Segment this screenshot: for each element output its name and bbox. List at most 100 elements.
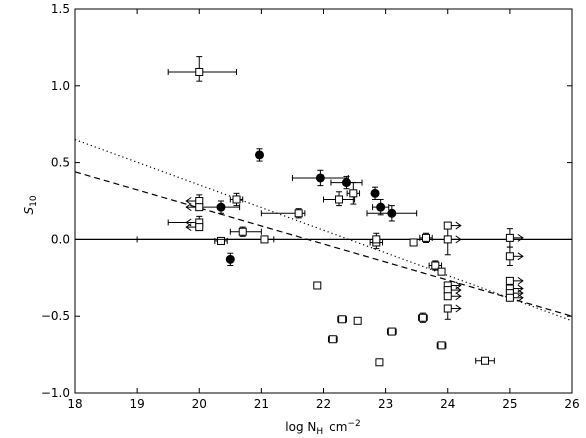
square-point (229, 226, 262, 237)
limit-arrow-head (185, 223, 192, 232)
circle-point (291, 169, 349, 187)
square-point (260, 208, 306, 219)
square-point (505, 228, 524, 248)
square-point (386, 327, 397, 336)
data-points (136, 56, 524, 367)
square-point (353, 316, 362, 325)
x-tick-label: 18 (67, 397, 82, 411)
square-marker (505, 276, 514, 285)
square-marker (387, 327, 396, 336)
square-point (372, 235, 381, 244)
x-tick-label: 19 (129, 397, 144, 411)
square-marker (216, 236, 225, 245)
x-tick-label: 20 (192, 397, 207, 411)
square-point (418, 312, 428, 323)
square-point (313, 281, 322, 290)
square-marker (260, 235, 269, 244)
square-point (327, 335, 338, 344)
trend-lines (75, 138, 572, 322)
circle-marker (225, 254, 235, 264)
limit-arrow-head (455, 304, 462, 313)
square-point (229, 192, 244, 207)
square-point (136, 235, 275, 244)
square-marker (328, 335, 337, 344)
circle-point (372, 198, 390, 216)
square-point (375, 358, 384, 367)
x-tick-label: 21 (254, 397, 269, 411)
y-tick-label: 0.0 (51, 232, 70, 246)
square-point (443, 235, 462, 244)
x-tick-label: 23 (378, 397, 393, 411)
square-marker (443, 292, 452, 301)
x-tick-label: 22 (316, 397, 331, 411)
square-point (505, 276, 524, 285)
x-tick-label: 24 (440, 397, 455, 411)
circle-point (366, 205, 418, 222)
circle-marker (255, 150, 265, 160)
square-marker (195, 223, 204, 232)
square-point (337, 315, 347, 324)
x-tick-label: 25 (502, 397, 517, 411)
dotted-trend-line (75, 138, 572, 322)
square-point (185, 223, 204, 232)
square-marker (505, 252, 514, 261)
square-marker (335, 195, 344, 204)
square-point (409, 238, 418, 247)
square-point (185, 203, 204, 212)
square-point (443, 304, 462, 320)
square-marker (195, 67, 204, 76)
circle-marker (216, 202, 226, 212)
dashed-trend-line (75, 171, 572, 317)
square-marker (437, 267, 446, 276)
square-point (167, 56, 238, 82)
square-marker (349, 189, 358, 198)
y-axis-label: S10 (22, 195, 39, 214)
y-tick-label: −1.0 (41, 386, 70, 400)
limit-arrow-head (185, 197, 192, 205)
square-marker (353, 316, 362, 325)
x-axis-label-sup: −2 (347, 419, 360, 429)
limit-arrow-head (455, 286, 462, 294)
square-marker (443, 235, 452, 244)
square-point (443, 292, 462, 301)
x-axis-label-main: log N (285, 420, 316, 434)
square-marker (422, 233, 431, 242)
square-point (437, 267, 446, 276)
square-marker (443, 221, 452, 230)
limit-arrow-head (517, 252, 524, 261)
limit-arrow-head (517, 293, 524, 302)
square-point (505, 246, 524, 267)
square-marker (481, 356, 490, 365)
y-tick-label: 1.0 (51, 79, 70, 93)
circle-marker (315, 173, 325, 183)
square-marker (338, 315, 347, 324)
y-axis-label-sub: 10 (29, 195, 39, 207)
square-marker (431, 261, 440, 270)
limit-arrow-head (455, 221, 462, 230)
limit-arrow-head (455, 235, 462, 244)
x-axis-label-unit: cm (329, 420, 347, 434)
square-marker (437, 341, 446, 350)
square-point (505, 293, 524, 302)
square-marker (418, 313, 427, 322)
x-axis-label-sub: H (316, 427, 323, 437)
square-marker (409, 238, 418, 247)
y-tick-label: 1.5 (51, 2, 70, 16)
square-point (419, 232, 433, 243)
circle-marker (376, 202, 386, 212)
square-point (475, 356, 495, 365)
x-axis-label: log NH cm−2 (285, 419, 360, 437)
square-marker (294, 209, 303, 218)
square-marker (238, 227, 247, 236)
square-marker (195, 203, 204, 212)
square-marker (443, 304, 452, 313)
circle-marker (387, 208, 397, 218)
y-tick-label: 0.5 (51, 156, 70, 170)
circle-marker (341, 178, 351, 188)
square-point (323, 191, 356, 207)
square-point (346, 182, 361, 205)
y-tick-label: −0.5 (41, 309, 70, 323)
axis-ticks: 18 19 20 21 22 23 24 25 26 −1.0 −0.5 0.0 0.5 1.0 1.5 (41, 2, 580, 411)
square-point (428, 260, 443, 271)
square-marker (505, 233, 514, 242)
